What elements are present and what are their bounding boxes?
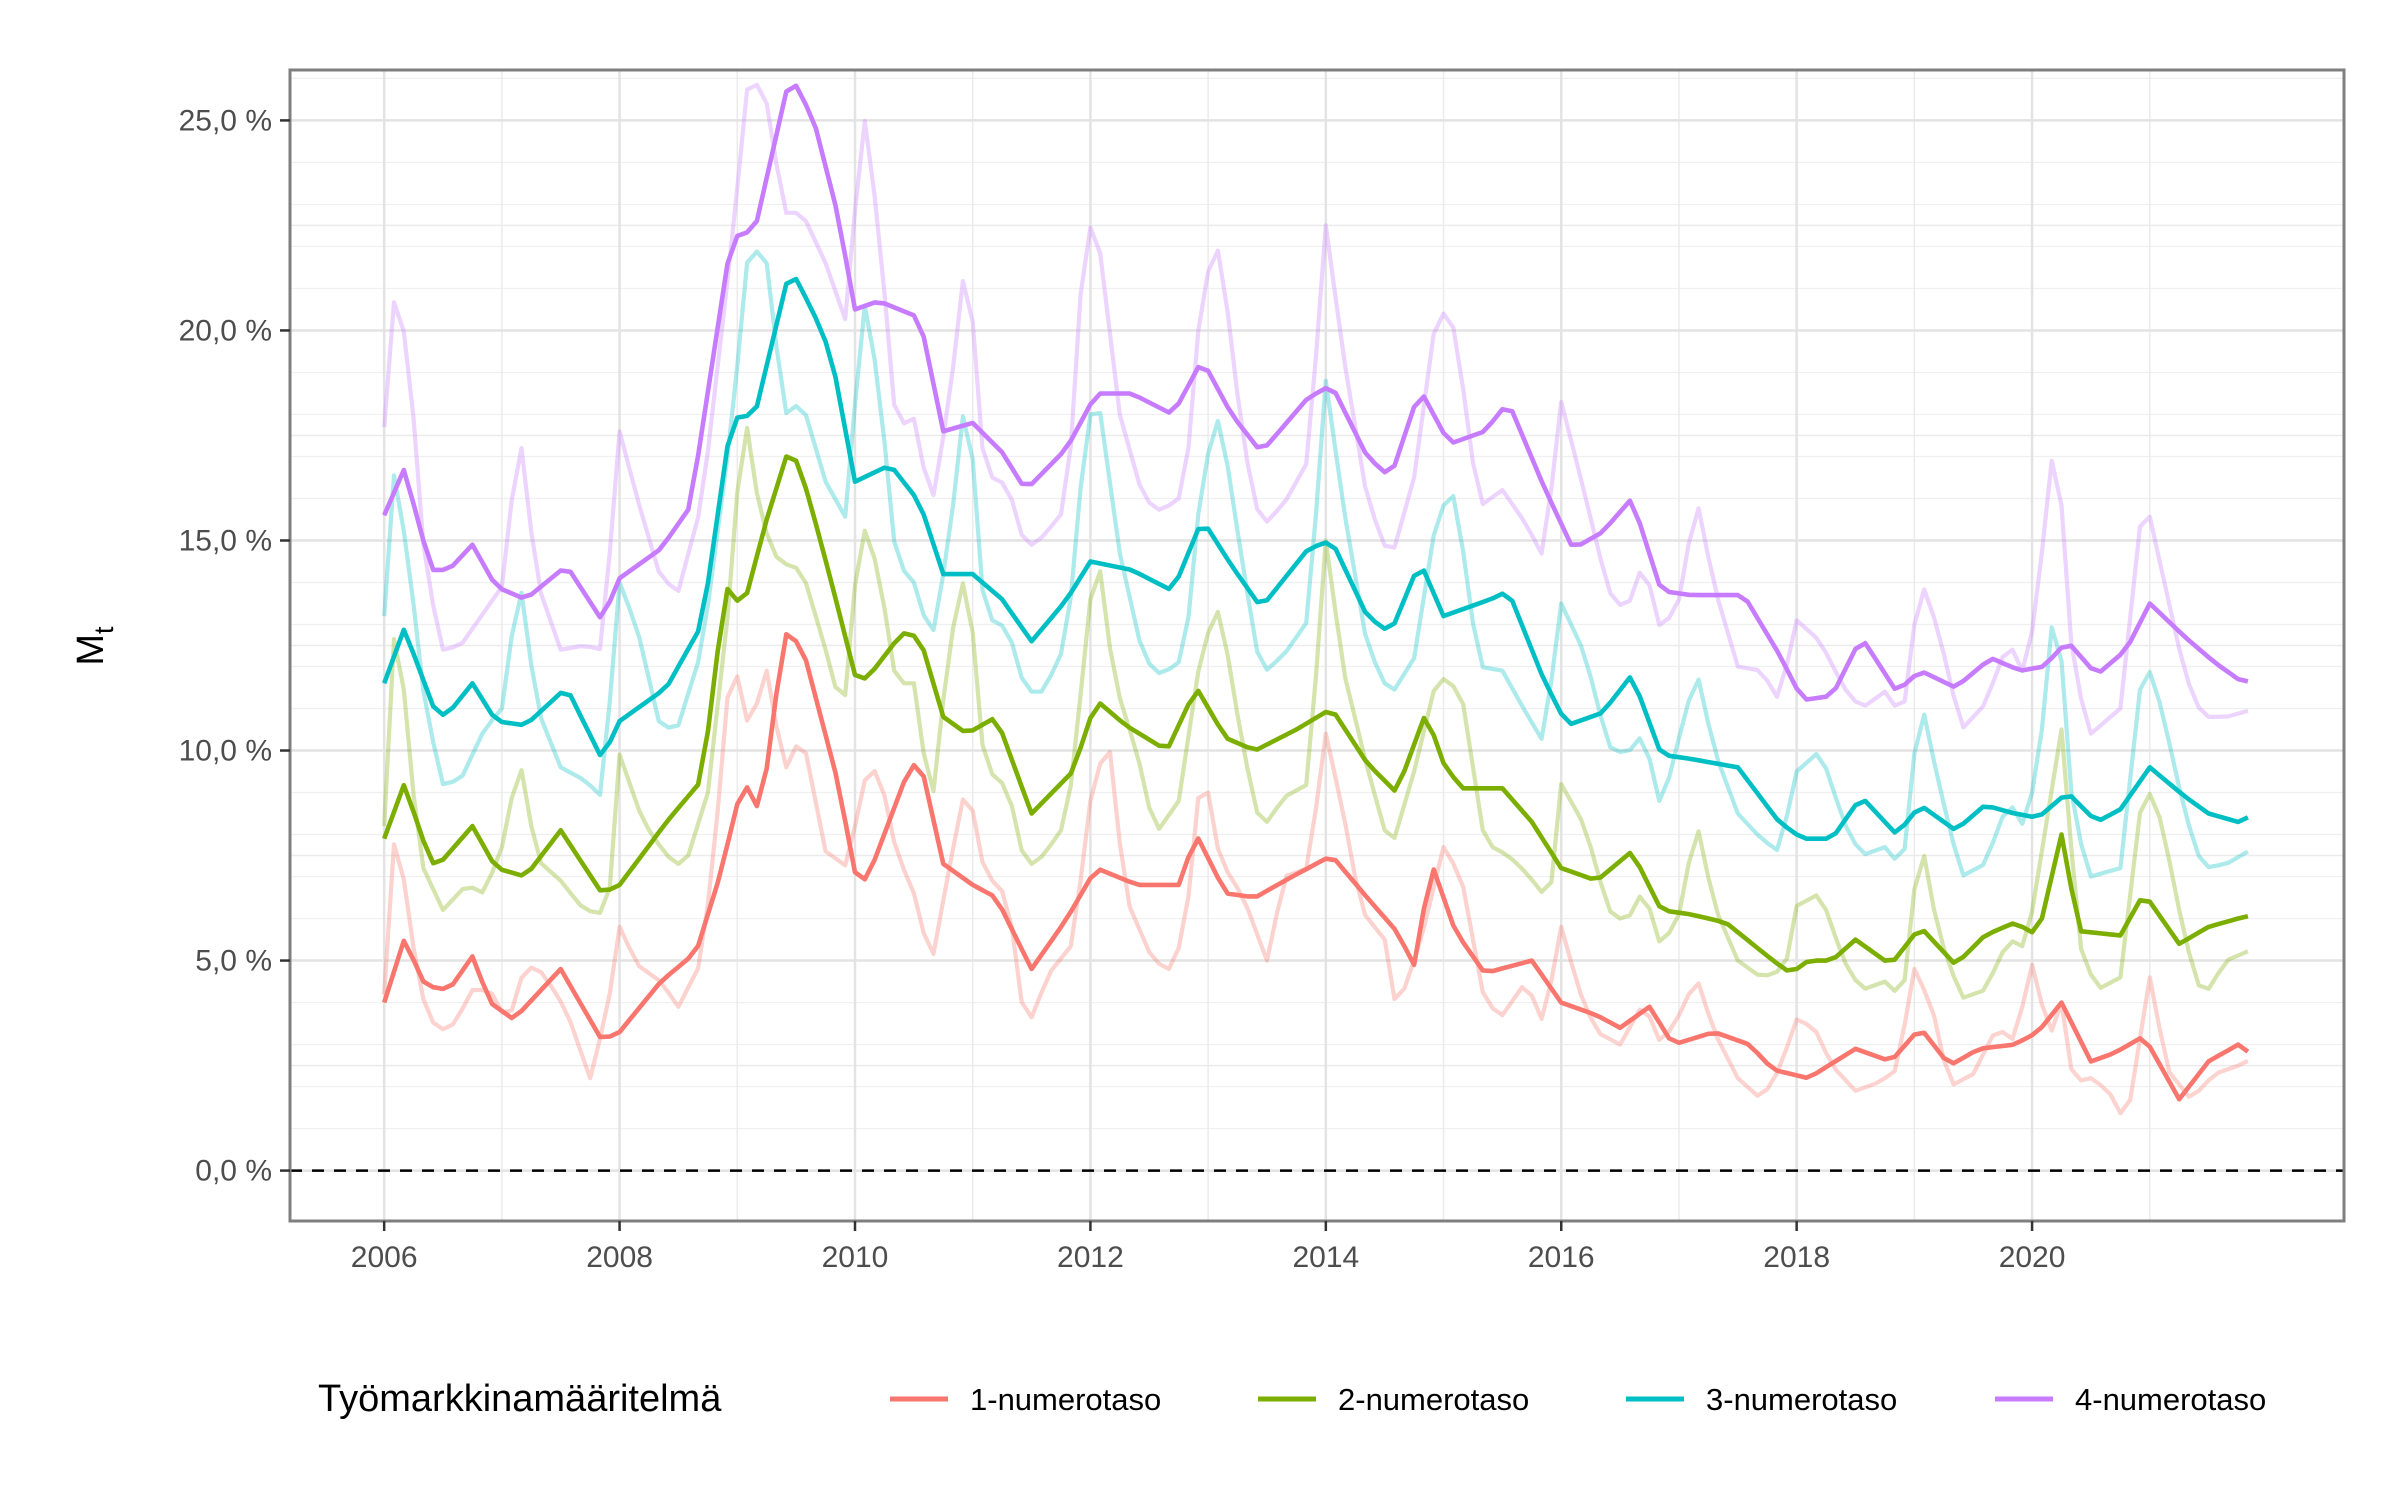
x-axis: 2006 2008 2010 2012 2014 2016 2018 2020 (351, 1221, 2066, 1274)
legend-label-2: 2-numerotaso (1338, 1382, 1529, 1417)
y-axis-title: Mt (70, 626, 119, 666)
plot-border (288, 68, 2346, 1223)
raw-series-line-3 (382, 249, 2249, 879)
y-tick-label: 10,0 % (179, 735, 272, 768)
legend: Työmarkkinamääritelmä 1-numerotaso 2-nume… (318, 1378, 2266, 1420)
legend-label-3: 3-numerotaso (1706, 1382, 1897, 1417)
y-tick-label: 0,0 % (195, 1155, 272, 1188)
x-tick-label: 2014 (1292, 1241, 1359, 1274)
y-axis-title-subscript: t (89, 626, 119, 634)
x-tick-label: 2010 (822, 1241, 889, 1274)
y-tick-label: 15,0 % (179, 524, 272, 557)
y-axis-title-main: M (70, 634, 112, 666)
x-tick-label: 2016 (1528, 1241, 1595, 1274)
raw-series-line-1 (382, 668, 2249, 1116)
smoothed-series-lines (382, 83, 2250, 1102)
raw-series-lines (382, 82, 2249, 1116)
y-tick-label: 25,0 % (179, 104, 272, 137)
legend-label-4: 4-numerotaso (2075, 1382, 2266, 1417)
legend-label-1: 1-numerotaso (970, 1382, 1161, 1417)
x-tick-label: 2020 (1999, 1241, 2066, 1274)
x-tick-label: 2012 (1057, 1241, 1124, 1274)
raw-series-line-4 (382, 82, 2249, 736)
smoothed-series-line-1 (382, 632, 2250, 1102)
smoothed-series-line-2 (382, 454, 2249, 973)
x-tick-label: 2018 (1763, 1241, 1830, 1274)
smoothed-series-line-3 (382, 276, 2249, 841)
grid (290, 70, 2344, 1221)
y-tick-label: 5,0 % (195, 945, 272, 978)
raw-series-line-2 (382, 425, 2249, 1000)
smoothed-series-line-4 (382, 83, 2249, 702)
y-tick-label: 20,0 % (179, 314, 272, 347)
legend-title: Työmarkkinamääritelmä (318, 1378, 722, 1420)
x-tick-label: 2006 (351, 1241, 418, 1274)
x-tick-label: 2008 (586, 1241, 653, 1274)
y-axis: 0,0 % 5,0 % 10,0 % 15,0 % 20,0 % 25,0 % (179, 104, 290, 1188)
